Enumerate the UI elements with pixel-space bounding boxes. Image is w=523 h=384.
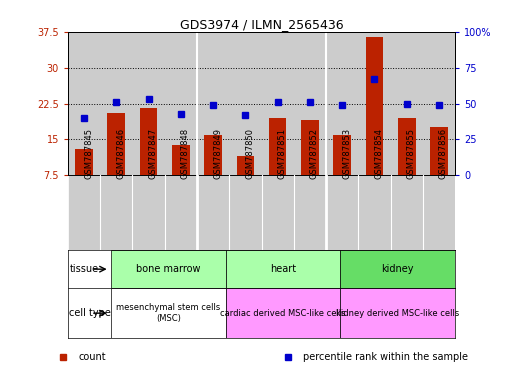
Bar [294, 175, 326, 250]
Text: tissue: tissue [70, 264, 98, 274]
Text: cell type: cell type [70, 308, 111, 318]
Text: GSM787846: GSM787846 [116, 128, 126, 179]
Text: GSM787849: GSM787849 [213, 128, 222, 179]
Bar [340, 288, 455, 338]
Text: mesenchymal stem cells
(MSC): mesenchymal stem cells (MSC) [116, 303, 221, 323]
Bar [111, 288, 225, 338]
Text: GSM787847: GSM787847 [149, 128, 157, 179]
Text: GSM787856: GSM787856 [439, 128, 448, 179]
Bar [75, 149, 93, 175]
Bar [430, 127, 448, 175]
Text: cardiac derived MSC-like cells: cardiac derived MSC-like cells [220, 309, 346, 318]
Bar [100, 32, 132, 175]
Bar [294, 32, 326, 175]
Bar [229, 32, 262, 175]
Bar [197, 175, 229, 250]
Text: GSM787854: GSM787854 [374, 128, 383, 179]
Bar [111, 250, 225, 288]
Text: count: count [78, 352, 106, 362]
Text: GSM787852: GSM787852 [310, 128, 319, 179]
Text: GSM787850: GSM787850 [245, 128, 254, 179]
Bar [132, 175, 165, 250]
Text: heart: heart [270, 264, 296, 274]
Bar [262, 32, 294, 175]
Text: kidney derived MSC-like cells: kidney derived MSC-like cells [336, 309, 459, 318]
Bar [225, 288, 340, 338]
Bar [398, 118, 415, 175]
Bar [204, 134, 222, 175]
Bar [340, 250, 455, 288]
Text: GSM787851: GSM787851 [278, 128, 287, 179]
Bar [358, 32, 391, 175]
Text: GSM787855: GSM787855 [407, 128, 416, 179]
Bar [333, 134, 351, 175]
Text: percentile rank within the sample: percentile rank within the sample [303, 352, 468, 362]
Bar [68, 32, 100, 175]
Bar [262, 175, 294, 250]
Text: GSM787848: GSM787848 [181, 128, 190, 179]
Text: GSM787845: GSM787845 [84, 128, 93, 179]
Bar [326, 175, 358, 250]
Bar [108, 113, 125, 175]
Bar [172, 145, 190, 175]
Bar [326, 32, 358, 175]
Bar [423, 32, 455, 175]
Bar [236, 156, 254, 175]
Bar [269, 118, 287, 175]
Bar [100, 175, 132, 250]
Bar [140, 108, 157, 175]
Bar [358, 175, 391, 250]
Bar [225, 250, 340, 288]
Bar [301, 120, 319, 175]
Text: bone marrow: bone marrow [136, 264, 201, 274]
Bar [391, 32, 423, 175]
Text: kidney: kidney [381, 264, 414, 274]
Bar [366, 36, 383, 175]
Bar [165, 32, 197, 175]
Bar [229, 175, 262, 250]
Text: GSM787853: GSM787853 [342, 128, 351, 179]
Bar [165, 175, 197, 250]
Bar [68, 175, 100, 250]
Bar [423, 175, 455, 250]
Title: GDS3974 / ILMN_2565436: GDS3974 / ILMN_2565436 [180, 18, 343, 31]
Bar [197, 32, 229, 175]
Bar [391, 175, 423, 250]
Bar [132, 32, 165, 175]
